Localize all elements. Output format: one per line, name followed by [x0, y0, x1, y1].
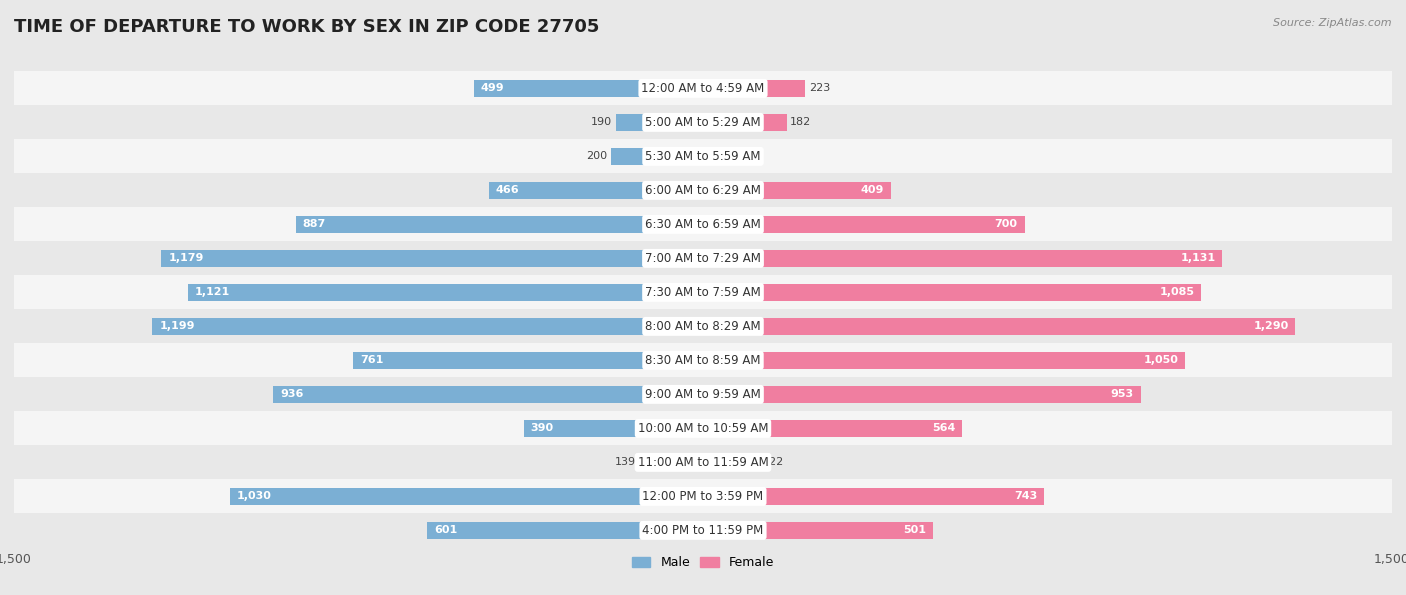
Bar — [703, 352, 1185, 369]
Bar — [14, 275, 1392, 309]
Bar — [14, 309, 1392, 343]
Legend: Male, Female: Male, Female — [627, 552, 779, 574]
Text: TIME OF DEPARTURE TO WORK BY SEX IN ZIP CODE 27705: TIME OF DEPARTURE TO WORK BY SEX IN ZIP … — [14, 18, 599, 36]
Text: 6:00 AM to 6:29 AM: 6:00 AM to 6:29 AM — [645, 184, 761, 197]
Text: 1,050: 1,050 — [1143, 355, 1178, 365]
Text: 1,131: 1,131 — [1181, 253, 1216, 264]
Bar — [14, 208, 1392, 242]
Text: 122: 122 — [762, 458, 785, 468]
Text: 200: 200 — [586, 151, 607, 161]
Bar — [703, 181, 891, 199]
Text: 700: 700 — [994, 220, 1018, 230]
Text: 743: 743 — [1014, 491, 1038, 502]
Bar — [14, 139, 1392, 173]
Bar — [14, 377, 1392, 411]
Text: 11:00 AM to 11:59 AM: 11:00 AM to 11:59 AM — [638, 456, 768, 469]
Bar — [640, 453, 703, 471]
Text: 1,030: 1,030 — [236, 491, 271, 502]
Bar — [703, 522, 934, 539]
Text: 7:30 AM to 7:59 AM: 7:30 AM to 7:59 AM — [645, 286, 761, 299]
Bar — [703, 487, 1045, 505]
Text: 953: 953 — [1111, 389, 1133, 399]
Text: 139: 139 — [614, 458, 636, 468]
Text: 12:00 PM to 3:59 PM: 12:00 PM to 3:59 PM — [643, 490, 763, 503]
Bar — [162, 249, 703, 267]
Bar — [427, 522, 703, 539]
Text: 564: 564 — [932, 424, 955, 433]
Bar — [231, 487, 703, 505]
Text: 887: 887 — [302, 220, 326, 230]
Bar — [14, 242, 1392, 275]
Bar — [616, 114, 703, 131]
Bar — [703, 148, 740, 165]
Text: 409: 409 — [860, 186, 884, 195]
Bar — [14, 71, 1392, 105]
Text: 1,085: 1,085 — [1160, 287, 1195, 298]
Bar — [703, 453, 759, 471]
Text: 223: 223 — [808, 83, 831, 93]
Text: 8:30 AM to 8:59 AM: 8:30 AM to 8:59 AM — [645, 354, 761, 367]
Text: 501: 501 — [903, 525, 927, 536]
Text: 10:00 AM to 10:59 AM: 10:00 AM to 10:59 AM — [638, 422, 768, 435]
Text: 9:00 AM to 9:59 AM: 9:00 AM to 9:59 AM — [645, 388, 761, 401]
Bar — [273, 386, 703, 403]
Text: 8:00 AM to 8:29 AM: 8:00 AM to 8:29 AM — [645, 320, 761, 333]
Bar — [295, 215, 703, 233]
Bar — [188, 284, 703, 301]
Bar — [703, 249, 1222, 267]
Text: 5:00 AM to 5:29 AM: 5:00 AM to 5:29 AM — [645, 116, 761, 129]
Text: 1,290: 1,290 — [1253, 321, 1289, 331]
Text: 601: 601 — [434, 525, 457, 536]
Bar — [703, 114, 786, 131]
Bar — [489, 181, 703, 199]
Bar — [152, 318, 703, 335]
Text: 761: 761 — [360, 355, 384, 365]
Bar — [524, 419, 703, 437]
Bar — [703, 284, 1201, 301]
Text: 182: 182 — [790, 117, 811, 127]
Bar — [14, 105, 1392, 139]
Text: 6:30 AM to 6:59 AM: 6:30 AM to 6:59 AM — [645, 218, 761, 231]
Text: 7:00 AM to 7:29 AM: 7:00 AM to 7:29 AM — [645, 252, 761, 265]
Bar — [14, 411, 1392, 446]
Text: 4:00 PM to 11:59 PM: 4:00 PM to 11:59 PM — [643, 524, 763, 537]
Text: 81: 81 — [744, 151, 758, 161]
Bar — [474, 80, 703, 97]
Bar — [703, 386, 1140, 403]
Bar — [703, 419, 962, 437]
Bar — [703, 215, 1025, 233]
Text: 1,121: 1,121 — [195, 287, 231, 298]
Bar — [14, 446, 1392, 480]
Text: 5:30 AM to 5:59 AM: 5:30 AM to 5:59 AM — [645, 150, 761, 163]
Text: 190: 190 — [591, 117, 612, 127]
Text: 1,199: 1,199 — [159, 321, 194, 331]
Bar — [703, 80, 806, 97]
Bar — [703, 318, 1295, 335]
Bar — [353, 352, 703, 369]
Text: 936: 936 — [280, 389, 304, 399]
Text: 499: 499 — [481, 83, 505, 93]
Bar — [14, 343, 1392, 377]
Text: 466: 466 — [496, 186, 519, 195]
Bar — [14, 173, 1392, 208]
Text: Source: ZipAtlas.com: Source: ZipAtlas.com — [1274, 18, 1392, 28]
Bar — [14, 513, 1392, 547]
Text: 390: 390 — [531, 424, 554, 433]
Bar — [612, 148, 703, 165]
Bar — [14, 480, 1392, 513]
Text: 1,179: 1,179 — [169, 253, 204, 264]
Text: 12:00 AM to 4:59 AM: 12:00 AM to 4:59 AM — [641, 82, 765, 95]
